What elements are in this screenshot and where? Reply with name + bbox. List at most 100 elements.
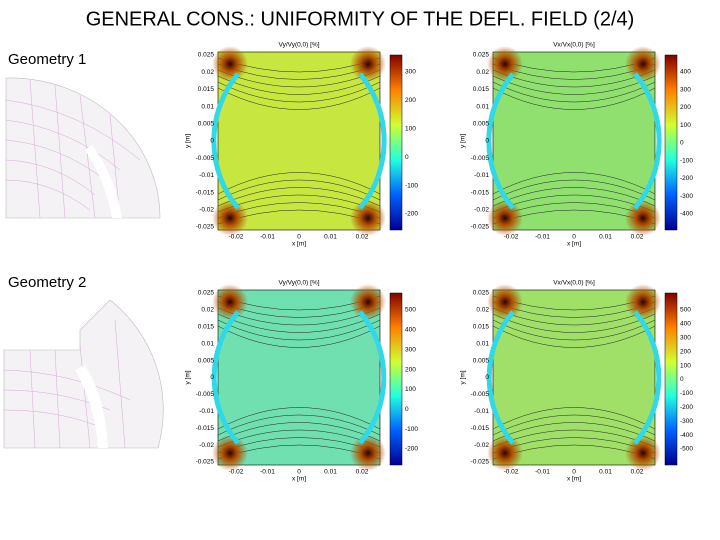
colorbar xyxy=(389,54,403,231)
y-tick-label: 0.005 xyxy=(198,121,215,128)
y-tick-label: -0.005 xyxy=(196,155,215,162)
contour-line xyxy=(492,313,656,442)
row-label: Geometry 2 xyxy=(8,274,86,291)
x-tick-label: -0.01 xyxy=(535,469,550,476)
x-tick-label: 0 xyxy=(297,234,301,241)
contour-line xyxy=(492,81,656,201)
y-axis-label: y [m] xyxy=(185,370,192,384)
y-tick-label: -0.01 xyxy=(474,408,489,415)
colorbar-tick-label: 400 xyxy=(680,69,691,76)
colorbar-tick-label: 500 xyxy=(405,307,416,314)
contour-line xyxy=(217,319,381,436)
colorbar-tick-label: 400 xyxy=(680,321,691,328)
colorbar xyxy=(664,292,678,466)
colorbar-tick-label: 100 xyxy=(680,122,691,129)
contour-plot: Vx/Vx(0,0) [%] 0.025 0.02 0.015 0.01 0.005 0 -0… xyxy=(460,42,694,248)
x-tick-label: 0.01 xyxy=(324,234,337,241)
y-tick-label: -0.005 xyxy=(196,391,215,398)
pole-region xyxy=(350,46,386,82)
x-tick-label: 0.01 xyxy=(599,234,612,241)
contour-plot: Vx/Vx(0,0) [%] 0.025 0.02 0.015 0.01 0.005 0 -0… xyxy=(460,280,694,483)
y-tick-label: -0.02 xyxy=(199,207,214,214)
contour-line xyxy=(492,87,656,195)
y-tick-label: -0.015 xyxy=(471,425,490,432)
colorbar-tick-label: 200 xyxy=(405,366,416,373)
contour-line xyxy=(492,75,656,207)
row-label: Geometry 1 xyxy=(8,51,86,68)
y-tick-label: 0 xyxy=(210,374,214,381)
contour-line xyxy=(492,325,656,430)
y-tick-label: 0.02 xyxy=(201,69,214,76)
electrode xyxy=(486,310,662,445)
colorbar-tick-label: -200 xyxy=(405,211,418,218)
electrode xyxy=(211,310,387,445)
colorbar-tick-label: -400 xyxy=(680,211,693,218)
colorbar-tick-label: 200 xyxy=(405,97,416,104)
colorbar-tick-label: 100 xyxy=(405,386,416,393)
colorbar-tick-label: -100 xyxy=(680,390,693,397)
y-tick-label: 0 xyxy=(485,138,489,145)
colorbar-tick-label: 100 xyxy=(405,126,416,133)
y-tick-label: 0.015 xyxy=(198,86,215,93)
y-tick-label: 0.01 xyxy=(476,103,489,110)
x-tick-label: -0.01 xyxy=(260,234,275,241)
plot-title: Vx/Vx(0,0) [%] xyxy=(553,280,595,287)
colorbar-tick-label: 500 xyxy=(680,307,691,314)
plot-area xyxy=(492,289,656,466)
pole-region xyxy=(487,46,523,82)
x-axis-label: x [m] xyxy=(567,476,581,483)
y-tick-label: -0.025 xyxy=(196,459,215,466)
colorbar-tick-label: 200 xyxy=(680,104,691,111)
colorbar-tick-label: 400 xyxy=(405,327,416,334)
x-tick-label: 0 xyxy=(297,469,301,476)
x-tick-label: -0.02 xyxy=(504,469,519,476)
contour-line xyxy=(217,81,381,201)
y-tick-label: -0.025 xyxy=(196,224,215,231)
y-tick-label: 0.01 xyxy=(201,103,214,110)
y-tick-label: 0.01 xyxy=(476,340,489,347)
x-tick-label: -0.01 xyxy=(260,469,275,476)
contour-line xyxy=(217,313,381,442)
y-tick-label: 0.005 xyxy=(198,357,215,364)
electrode xyxy=(486,72,662,210)
y-tick-label: -0.005 xyxy=(471,391,490,398)
colorbar-tick-label: -100 xyxy=(680,157,693,164)
x-tick-label: -0.02 xyxy=(504,234,519,241)
colorbar-tick-label: 0 xyxy=(680,140,684,147)
x-axis-label: x [m] xyxy=(292,241,306,248)
contour-line xyxy=(492,319,656,436)
plot-area xyxy=(217,289,381,466)
y-tick-label: 0.01 xyxy=(201,340,214,347)
colorbar xyxy=(389,292,403,466)
y-tick-label: 0.015 xyxy=(473,324,490,331)
pole-region xyxy=(212,284,248,320)
pole-region xyxy=(212,200,248,236)
plot-title: Vx/Vx(0,0) [%] xyxy=(553,42,595,49)
colorbar-tick-label: 300 xyxy=(680,86,691,93)
pole-region xyxy=(487,200,523,236)
colorbar-tick-label: -200 xyxy=(680,404,693,411)
colorbar-tick-label: 0 xyxy=(405,406,409,413)
y-tick-label: 0.02 xyxy=(476,69,489,76)
slide-title: GENERAL CONS.: UNIFORMITY OF THE DEFL. F… xyxy=(86,8,635,30)
geometry-sketch xyxy=(5,77,161,219)
contour-line xyxy=(217,75,381,207)
x-tick-label: -0.02 xyxy=(229,234,244,241)
y-tick-label: 0.02 xyxy=(476,307,489,314)
colorbar-tick-label: 0 xyxy=(680,376,684,383)
y-axis-label: y [m] xyxy=(460,134,467,148)
electrode xyxy=(211,72,387,210)
y-tick-label: 0.015 xyxy=(198,324,215,331)
y-tick-label: -0.02 xyxy=(199,442,214,449)
y-tick-label: 0.025 xyxy=(473,52,490,59)
y-tick-label: -0.005 xyxy=(471,155,490,162)
colorbar-tick-label: -400 xyxy=(680,432,693,439)
colorbar-tick-label: -200 xyxy=(680,175,693,182)
pole-region xyxy=(625,284,661,320)
pole-region xyxy=(487,284,523,320)
y-tick-label: 0 xyxy=(210,138,214,145)
y-tick-label: -0.01 xyxy=(199,408,214,415)
pole-region xyxy=(625,46,661,82)
y-tick-label: -0.015 xyxy=(471,189,490,196)
